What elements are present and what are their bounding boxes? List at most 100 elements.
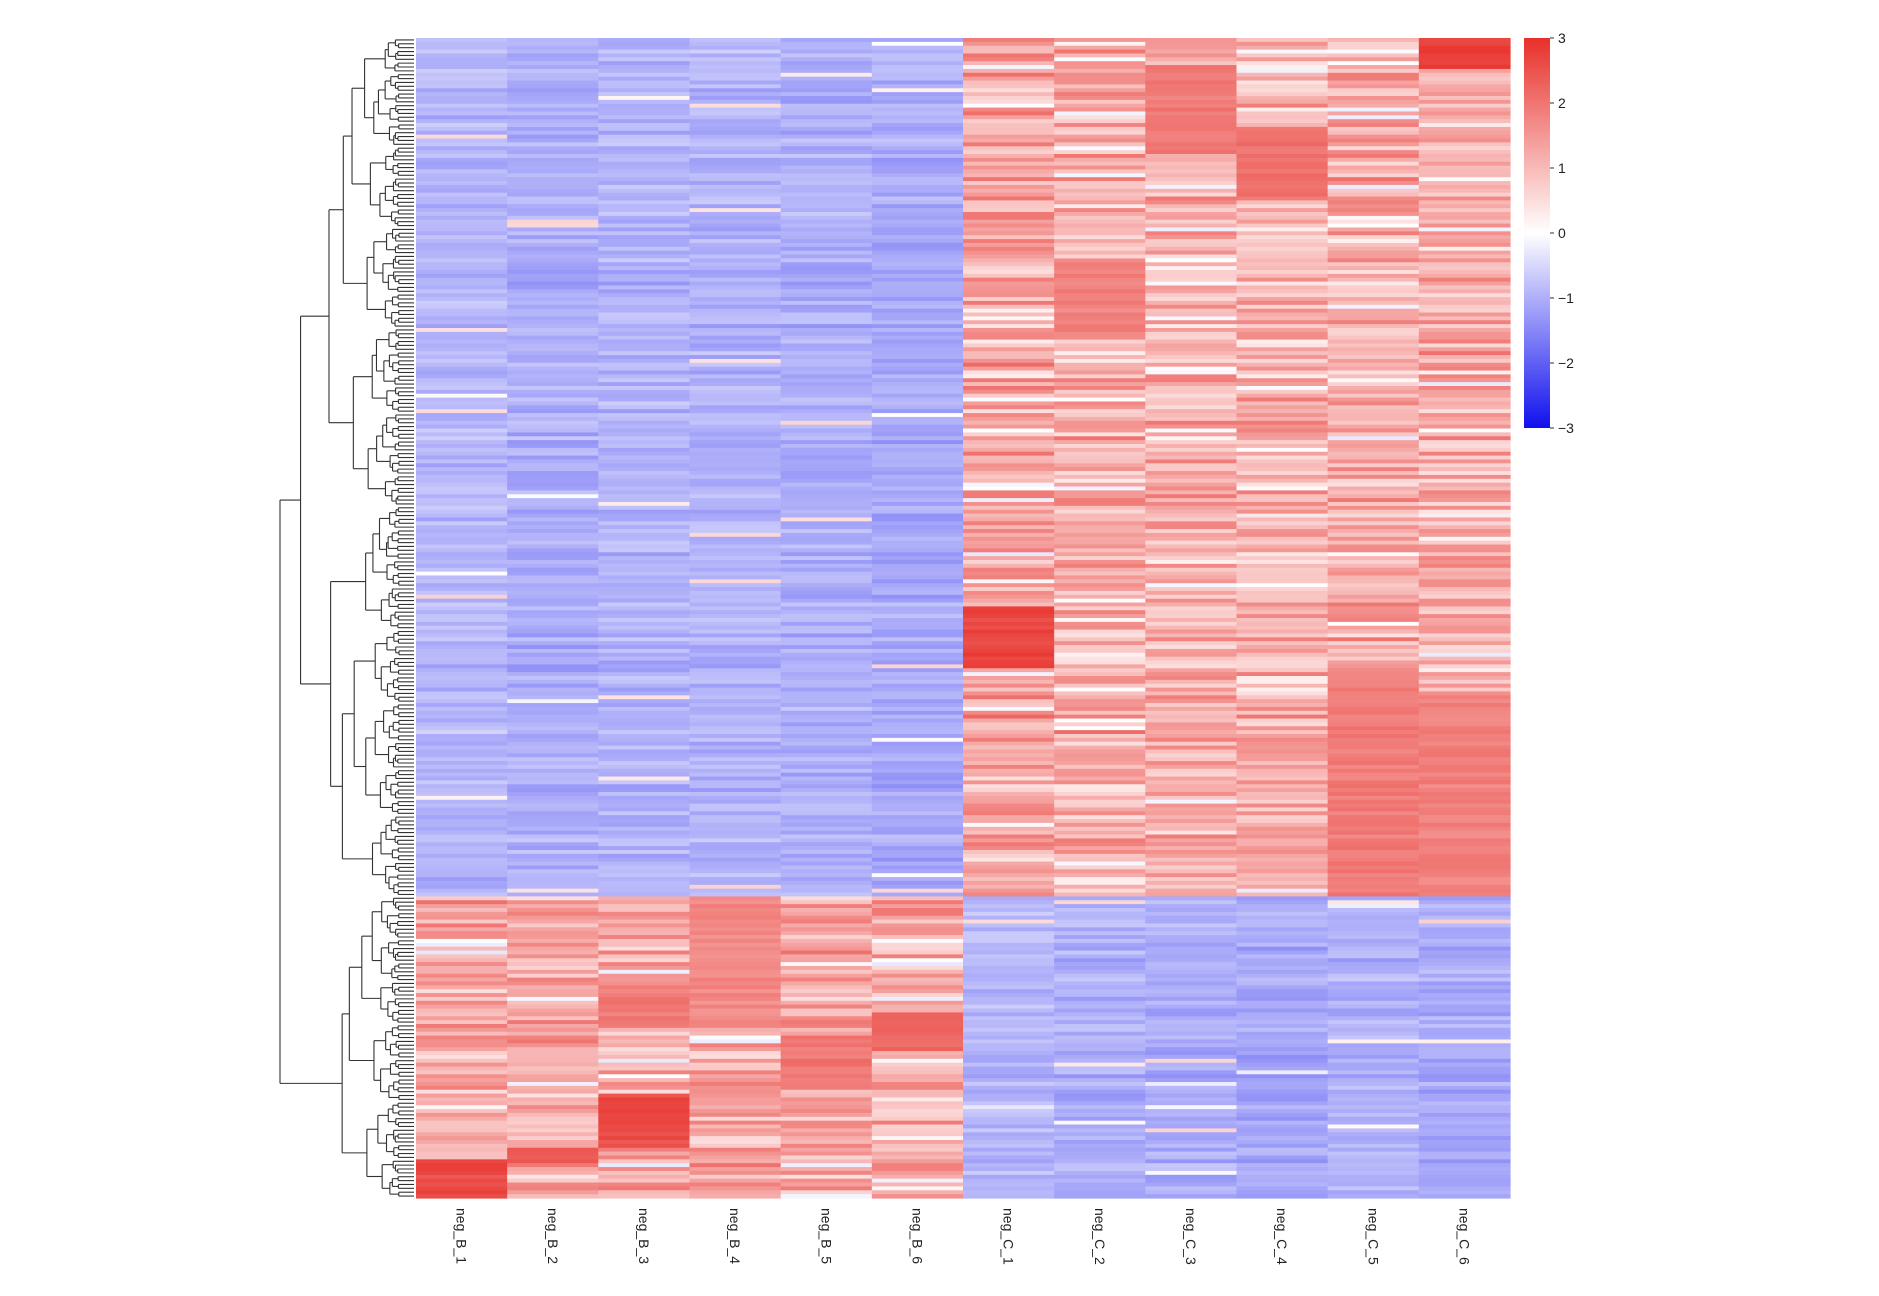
heatmap-cell	[1236, 1078, 1329, 1083]
heatmap-cell	[507, 451, 599, 457]
heatmap-cell	[1418, 567, 1511, 573]
heatmap-cell	[1236, 196, 1329, 201]
heatmap-cell	[871, 351, 964, 356]
heatmap-cell	[598, 706, 691, 712]
heatmap-cell	[598, 908, 691, 913]
heatmap-cell	[1418, 154, 1511, 159]
heatmap-cell	[780, 977, 873, 983]
heatmap-cell	[598, 393, 691, 399]
heatmap-cell	[1418, 126, 1511, 132]
heatmap-cell	[416, 664, 508, 669]
heatmap-cell	[598, 1093, 691, 1099]
heatmap-cell	[416, 989, 508, 994]
heatmap-cell	[598, 177, 691, 182]
heatmap-cell	[416, 242, 508, 248]
heatmap-cell	[780, 184, 873, 190]
heatmap-cell	[1418, 958, 1511, 963]
heatmap-cell	[1236, 629, 1329, 635]
heatmap-cell	[1145, 111, 1238, 116]
heatmap-cell	[507, 1035, 599, 1041]
heatmap-cell	[416, 169, 508, 174]
heatmap-cell	[780, 1174, 873, 1180]
heatmap-cell	[1327, 80, 1420, 85]
heatmap-cell	[1054, 1105, 1146, 1110]
heatmap-cell	[1054, 1190, 1146, 1195]
heatmap-cell	[598, 873, 691, 878]
heatmap-cell	[1418, 525, 1511, 530]
heatmap-cell	[1236, 61, 1329, 66]
heatmap-cell	[1418, 1190, 1511, 1195]
heatmap-cell	[780, 154, 873, 159]
heatmap-cell	[416, 880, 508, 886]
heatmap-cell	[1145, 1085, 1238, 1091]
heatmap-cell	[598, 587, 691, 592]
heatmap-cell	[1327, 1016, 1420, 1021]
heatmap-cell	[871, 138, 964, 143]
heatmap-cell	[871, 308, 964, 314]
heatmap-cell	[689, 935, 782, 940]
heatmap-cell	[871, 822, 964, 828]
heatmap-cell	[416, 378, 508, 383]
heatmap-cell	[598, 989, 691, 994]
heatmap-cell	[1236, 749, 1329, 754]
heatmap-cell	[507, 72, 599, 78]
heatmap-cell	[1327, 362, 1420, 368]
heatmap-cell	[1054, 540, 1146, 546]
heatmap-cell	[1327, 633, 1420, 638]
heatmap-cell	[689, 1182, 782, 1187]
heatmap-cell	[1145, 1178, 1238, 1184]
heatmap-cell	[780, 529, 873, 534]
heatmap-cell	[963, 177, 1055, 182]
heatmap-cell	[780, 482, 873, 488]
heatmap-cell	[416, 803, 508, 809]
heatmap-cell	[780, 467, 873, 472]
heatmap-cell	[507, 258, 599, 263]
heatmap-cell	[1054, 826, 1146, 832]
heatmap-cell	[1054, 571, 1146, 577]
heatmap-cell	[416, 981, 508, 986]
heatmap-cell	[780, 853, 873, 859]
heatmap-cell	[1054, 231, 1146, 236]
heatmap-cell	[416, 1078, 508, 1083]
heatmap-cell	[780, 328, 873, 333]
heatmap-cell	[1327, 842, 1420, 847]
heatmap-cell	[1327, 312, 1420, 317]
heatmap-cell	[871, 540, 964, 546]
heatmap-cell	[689, 389, 782, 395]
heatmap-cell	[1418, 679, 1511, 685]
heatmap-cell	[963, 850, 1055, 855]
heatmap-cell	[1418, 540, 1511, 546]
heatmap-cell	[689, 996, 782, 1002]
heatmap-cell	[963, 764, 1055, 770]
heatmap-cell	[507, 1124, 599, 1129]
heatmap-cell	[416, 181, 508, 186]
heatmap-cell	[871, 857, 964, 863]
heatmap-cell	[780, 324, 873, 329]
heatmap-cell	[507, 161, 599, 167]
heatmap-cell	[689, 741, 782, 747]
heatmap-cell	[1054, 590, 1146, 596]
heatmap-cell	[598, 645, 691, 650]
heatmap-cell	[689, 358, 782, 364]
heatmap-cell	[598, 625, 691, 631]
heatmap-cell	[1145, 289, 1238, 294]
heatmap-cell	[963, 447, 1055, 453]
heatmap-cell	[1327, 1174, 1420, 1180]
heatmap-cell	[1054, 621, 1146, 627]
heatmap-cell	[507, 977, 599, 983]
heatmap-cell	[689, 420, 782, 426]
heatmap-cell	[1327, 451, 1420, 457]
heatmap-cell	[780, 386, 873, 391]
heatmap-cell	[416, 1128, 508, 1133]
heatmap-cell	[1145, 1074, 1238, 1079]
heatmap-cell	[507, 672, 599, 677]
heatmap-cell	[598, 1109, 691, 1114]
heatmap-cell	[689, 532, 782, 538]
heatmap-cell	[1327, 208, 1420, 213]
heatmap-cell	[1145, 285, 1238, 290]
heatmap-cell	[1145, 621, 1238, 627]
heatmap-cell	[416, 45, 508, 51]
heatmap-cell	[963, 486, 1055, 491]
heatmap-cell	[871, 1120, 964, 1126]
heatmap-cell	[780, 1163, 873, 1168]
